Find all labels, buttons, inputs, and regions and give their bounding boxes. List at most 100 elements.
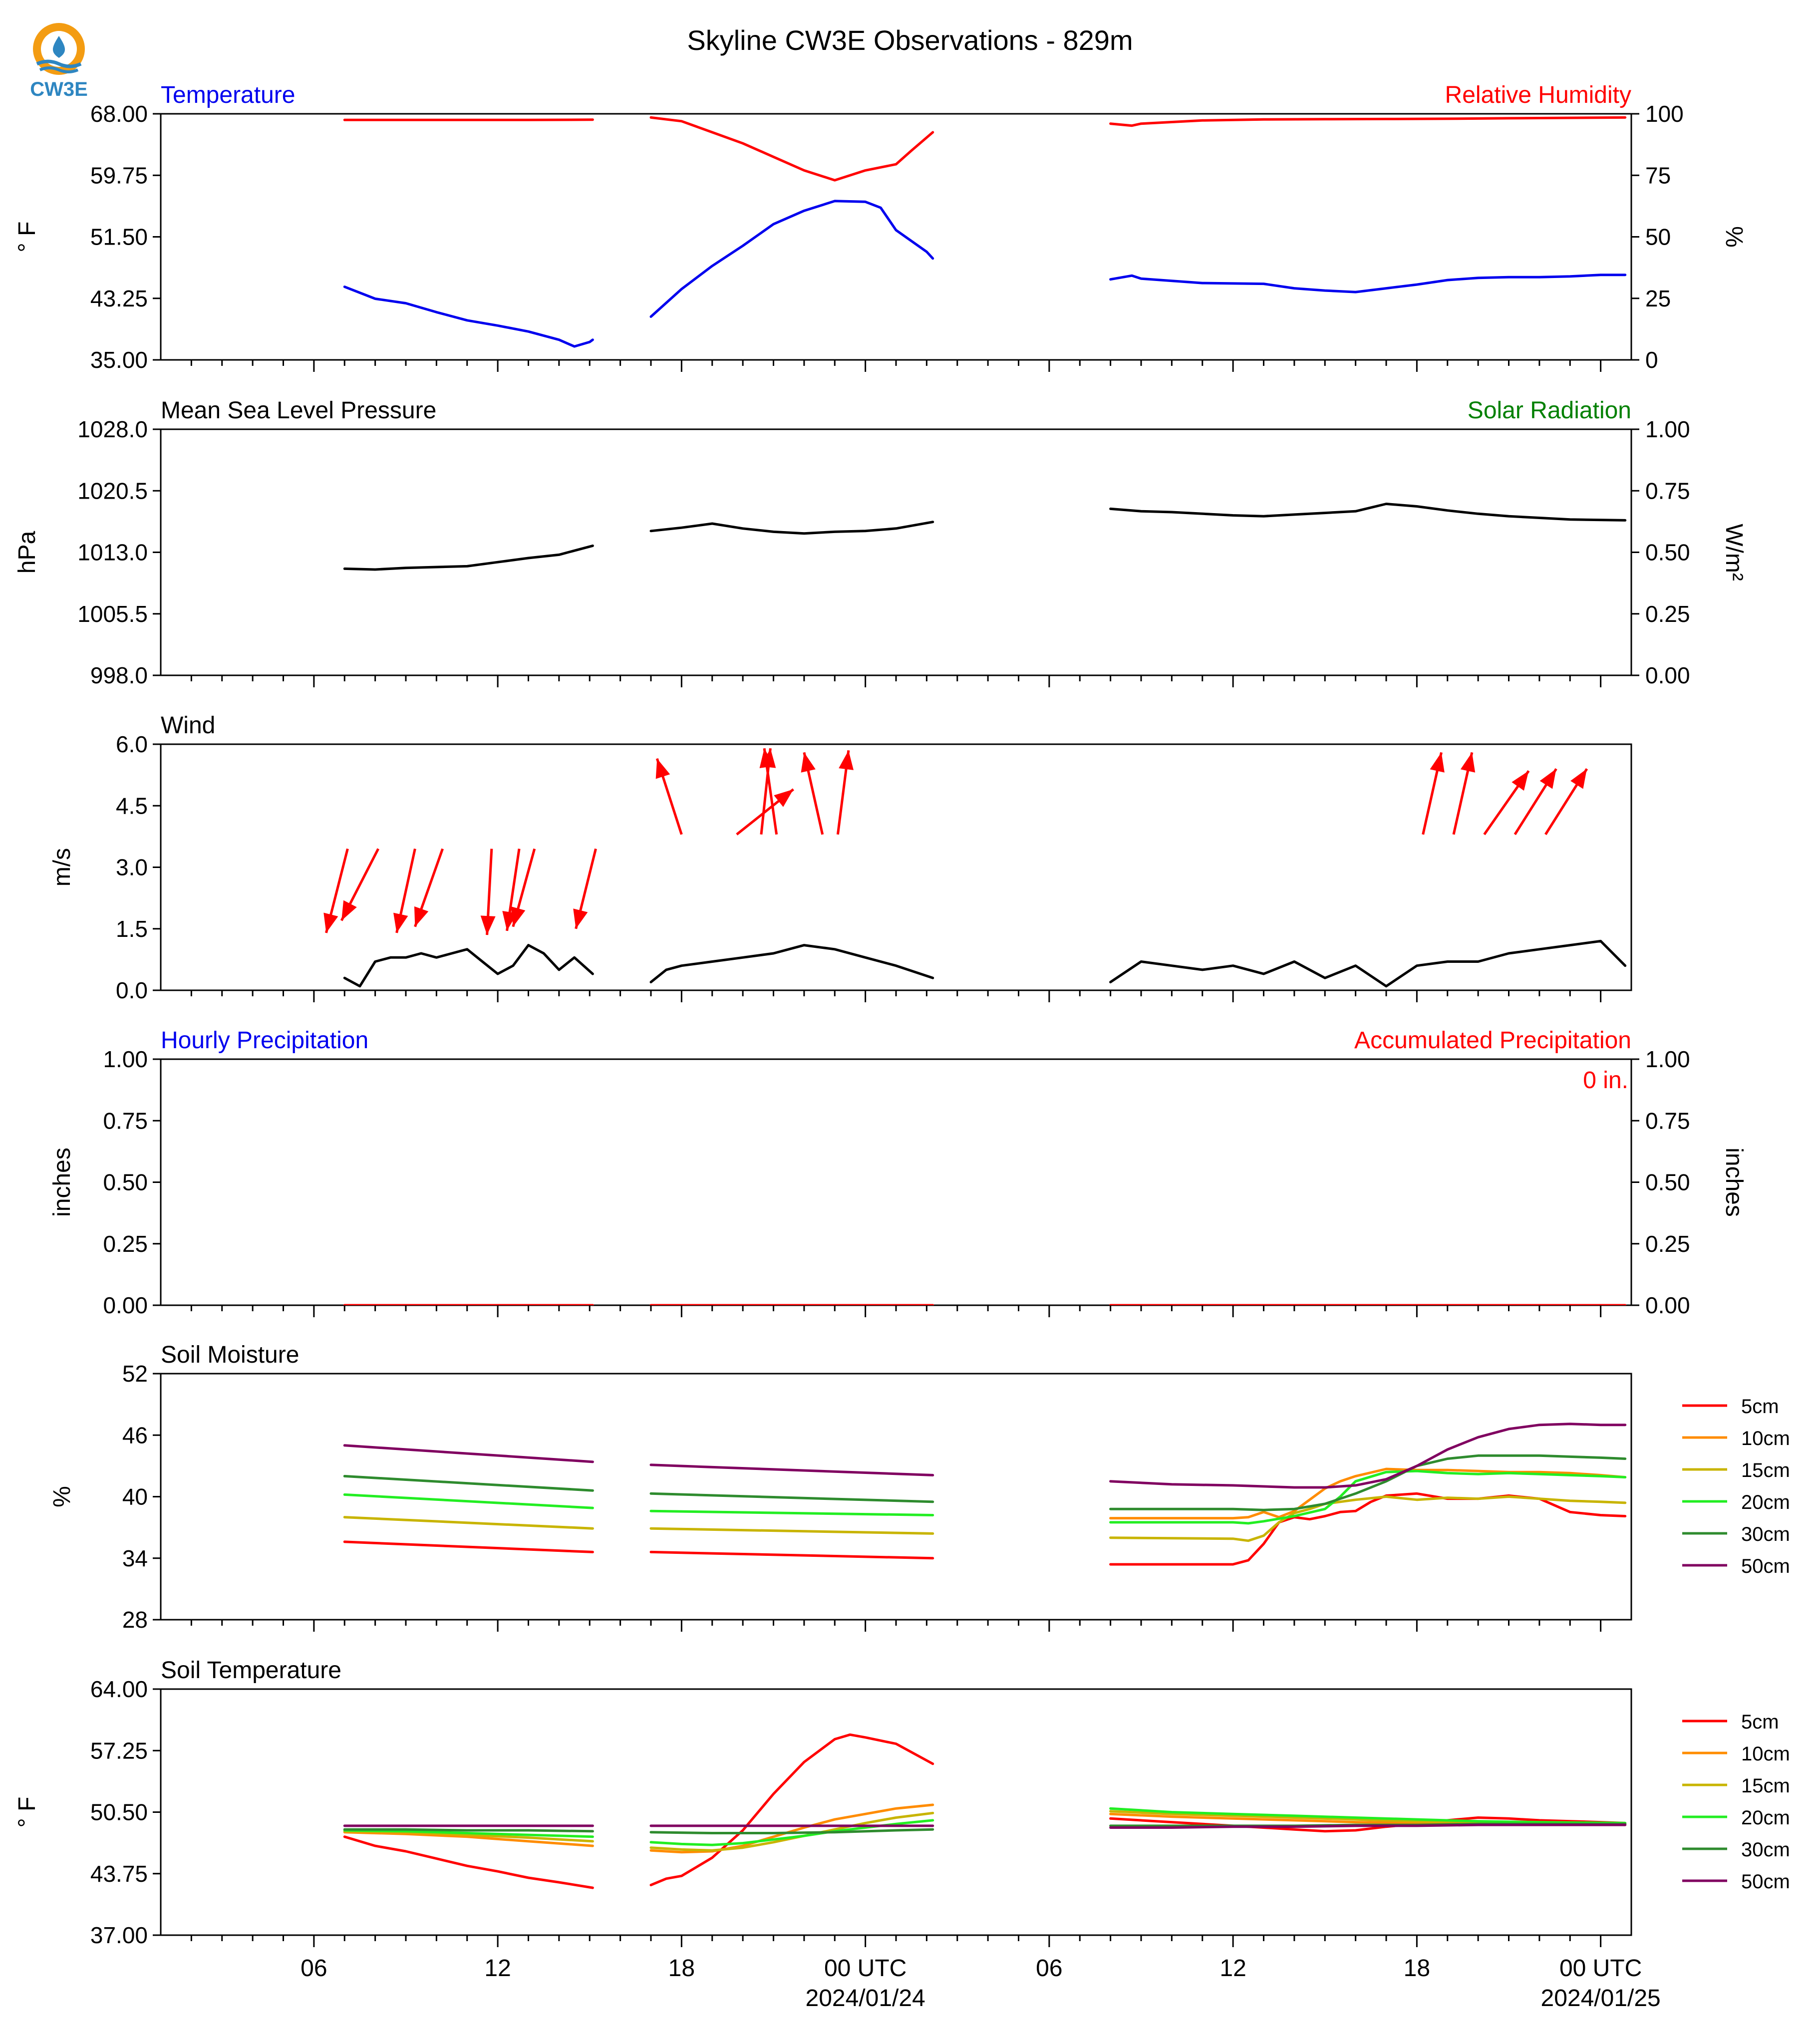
y-tick-label-right: 0.75: [1645, 1108, 1690, 1134]
panel-pressure: 998.0 1005.5 1013.0 1020.5 1028.0 0.00 0.25 0.5…: [14, 397, 1747, 688]
y-tick-label-left: 1005.5: [77, 601, 148, 627]
y-axis-title-right: inches: [1721, 1148, 1747, 1217]
y-tick-label-right: 50: [1645, 224, 1671, 250]
y-tick-label-left: 28: [122, 1607, 148, 1633]
panel-label-right: Solar Radiation: [1468, 397, 1631, 424]
legend: 5cm 10cm 15cm 20cm 30cm 50cm: [1682, 1396, 1790, 1577]
y-tick-label-left: 35.00: [90, 347, 148, 373]
y-tick-label-left: 46: [122, 1422, 148, 1448]
panel-label-left: Hourly Precipitation: [161, 1027, 368, 1054]
y-axis-title-left: hPa: [14, 531, 40, 574]
y-tick-label-left: 64.00: [90, 1676, 148, 1702]
series-line-30cm: [649, 1828, 934, 1834]
panel-temp_rh: 35.00 43.25 51.50 59.75 68.00 0 25 50 75 100 Tempe…: [14, 82, 1747, 373]
wind-arrow-head: [341, 900, 357, 921]
y-tick-label-left: 51.50: [90, 224, 148, 250]
series-line-10cm: [1109, 1467, 1627, 1520]
series-line: [343, 544, 594, 571]
logo-wave-icon-2: [39, 66, 79, 73]
panel-precip: 0.00 0.25 0.50 0.75 1.00 0.00 0.25 0.50 0.75 1.00…: [49, 1027, 1747, 1318]
y-tick-label-right: 0.50: [1645, 1169, 1690, 1195]
series-group: [343, 503, 1627, 571]
figure-title: Skyline CW3E Observations - 829m: [687, 24, 1133, 56]
y-tick-label-right: 25: [1645, 286, 1671, 311]
series-line-15cm: [1109, 1495, 1627, 1542]
panel-label-left: Temperature: [161, 82, 295, 108]
series-line-30cm: [649, 1492, 934, 1503]
wind-arrow-head: [759, 748, 775, 768]
legend: 5cm 10cm 15cm 20cm 30cm 50cm: [1682, 1711, 1790, 1893]
x-tick-label: 12: [1219, 1955, 1246, 1982]
time-axis-labels: 06 12 18 00 UTC 06 12 18 00 UTC 2024/01/24 2024/0…: [301, 1955, 1661, 2012]
logo-drop-icon: [52, 36, 65, 58]
wind-arrow-head: [480, 915, 496, 935]
precip-total-annotation: 0 in.: [1583, 1067, 1628, 1094]
legend-label-10cm: 10cm: [1741, 1743, 1790, 1765]
legend-label-50cm: 50cm: [1741, 1871, 1790, 1893]
y-tick-label-left: 3.0: [116, 855, 148, 880]
series-line-15cm: [649, 1527, 934, 1535]
series-line-20cm: [1109, 1807, 1627, 1824]
wind-arrow-head: [323, 912, 338, 933]
panel-soil_temperature: 37.00 43.75 50.50 57.25 64.00 Soil Temperatur…: [14, 1657, 1790, 1948]
y-tick-label-left: 1.00: [103, 1046, 148, 1072]
series-group: [343, 1733, 1627, 1889]
y-tick-label-right: 100: [1645, 101, 1684, 127]
y-tick-label-right: 1.00: [1645, 1046, 1690, 1072]
panel-label-left: Wind: [161, 712, 215, 739]
wind-arrow-head: [1430, 752, 1445, 773]
y-tick-label-left: 52: [122, 1361, 148, 1387]
panel-label-left: Soil Temperature: [161, 1657, 341, 1684]
series-line-50cm: [343, 1444, 594, 1463]
y-tick-label-left: 998.0: [90, 662, 148, 688]
y-tick-label-left: 1028.0: [77, 416, 148, 442]
y-tick-label-left: 1020.5: [77, 478, 148, 504]
y-axis-title-right: %: [1721, 226, 1747, 248]
wind-arrow-head: [1512, 771, 1529, 791]
panel-label-left: Mean Sea Level Pressure: [161, 397, 436, 424]
y-tick-label-left: 6.0: [116, 731, 148, 757]
series-line: [1109, 116, 1627, 127]
y-tick-label-left: 43.25: [90, 286, 148, 311]
wind-arrow-head: [1570, 769, 1587, 789]
wind-arrow-head: [774, 789, 794, 807]
series-line-5cm: [649, 1733, 934, 1887]
x-tick-label: 18: [668, 1955, 695, 1982]
wind-arrow-head: [414, 906, 429, 927]
wind-arrow-head: [1539, 769, 1556, 789]
series-line-5cm: [649, 1550, 934, 1560]
y-tick-label-left: 1013.0: [77, 540, 148, 566]
wind-arrow-head: [839, 750, 854, 770]
y-tick-label-left: 34: [122, 1545, 148, 1571]
y-tick-label-left: 57.25: [90, 1738, 148, 1763]
wind-arrow-head: [655, 758, 670, 779]
series-line: [1109, 503, 1627, 522]
legend-label-10cm: 10cm: [1741, 1428, 1790, 1449]
y-tick-label-right: 75: [1645, 162, 1671, 188]
y-tick-label-left: 0.00: [103, 1292, 148, 1318]
series-line-50cm: [649, 1463, 934, 1476]
x-tick-label: 06: [301, 1955, 327, 1982]
y-tick-label-left: 4.5: [116, 793, 148, 819]
y-tick-label-left: 1.5: [116, 916, 148, 942]
series-line-30cm: [343, 1828, 594, 1833]
legend-label-50cm: 50cm: [1741, 1555, 1790, 1577]
series-line-5cm: [343, 1835, 594, 1889]
logo-wave-icon: [36, 59, 82, 68]
series-line: [649, 116, 934, 182]
series-line: [1109, 274, 1627, 293]
wind-arrow-head: [1460, 752, 1476, 773]
y-axis-title-left: ° F: [14, 1797, 40, 1828]
legend-label-15cm: 15cm: [1741, 1459, 1790, 1481]
y-tick-label-left: 0.0: [116, 977, 148, 1003]
y-tick-label-right: 0: [1645, 347, 1658, 373]
series-line-20cm: [1109, 1469, 1627, 1525]
legend-label-5cm: 5cm: [1741, 1396, 1779, 1418]
x-tick-label: 00 UTC: [1559, 1955, 1642, 1982]
y-tick-label-right: 0.25: [1645, 1231, 1690, 1257]
y-tick-label-left: 40: [122, 1484, 148, 1510]
panel-wind: 0.0 1.5 3.0 4.5 6.0 Wind m/s: [49, 712, 1632, 1003]
series-line-20cm: [343, 1493, 594, 1509]
